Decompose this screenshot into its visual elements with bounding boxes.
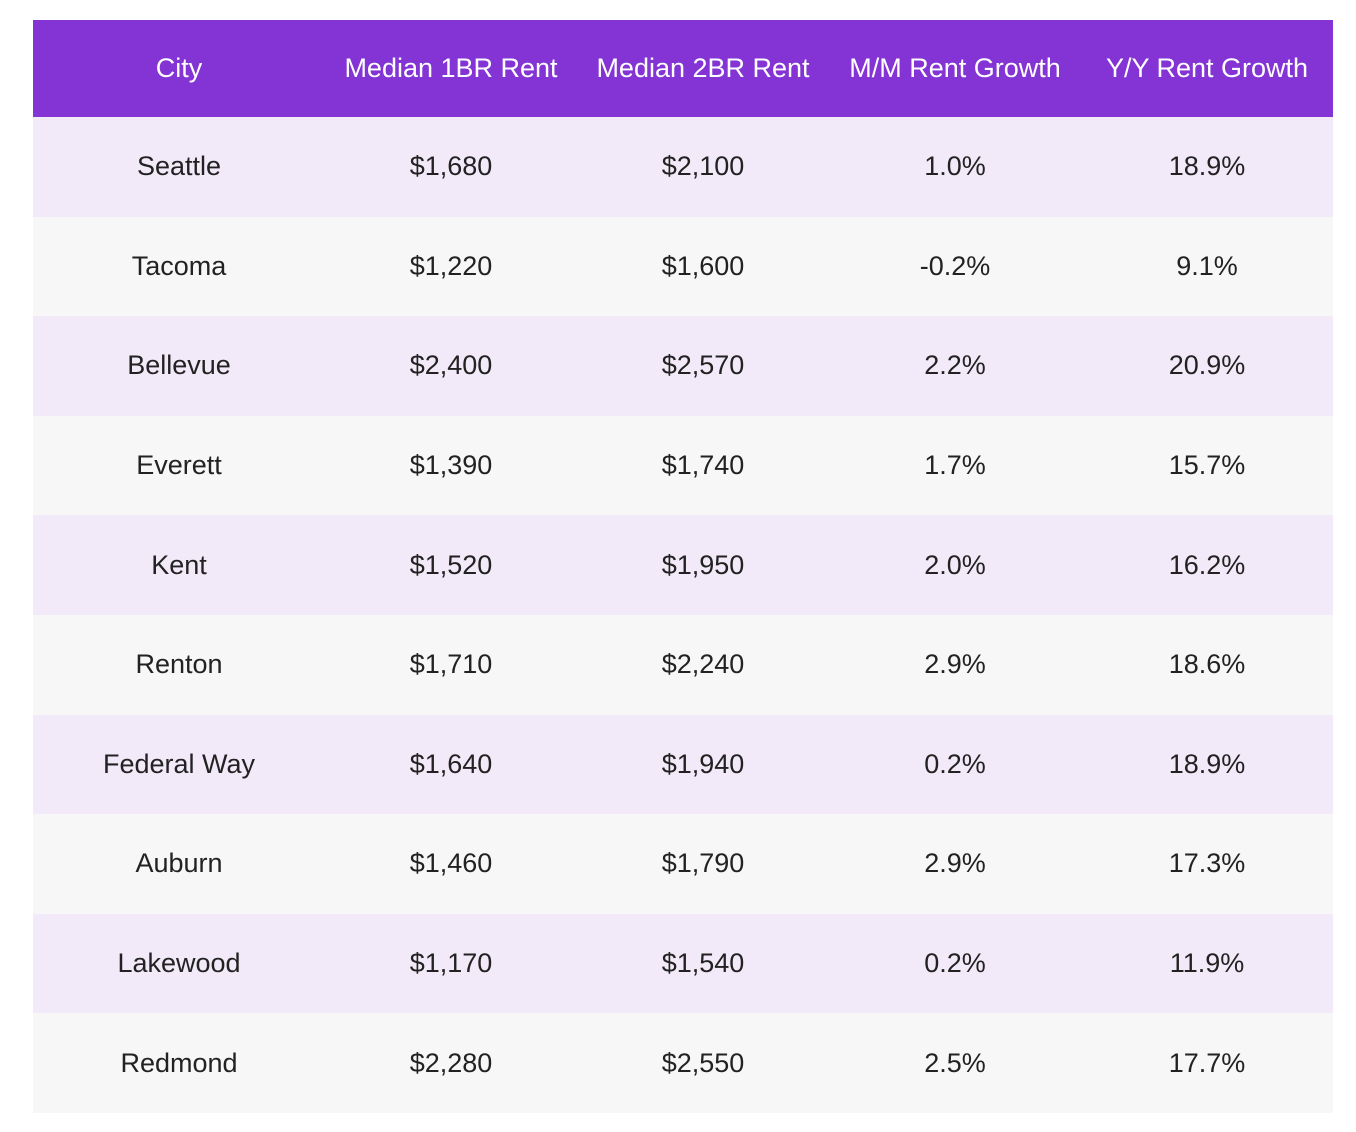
cell-1br-rent: $2,400 — [409, 350, 493, 381]
cell-city: Seattle — [136, 151, 222, 182]
cell-2br-rent: $2,100 — [661, 151, 745, 182]
cell-mm-growth: 2.9% — [924, 848, 986, 879]
cell-city: Kent — [151, 549, 207, 580]
cell-city: Redmond — [120, 1047, 238, 1078]
table-row: Auburn $1,460 $1,790 2.9% 17.3% — [33, 814, 1333, 914]
cell-1br-rent: $1,640 — [409, 748, 493, 779]
cell-yy-growth: 18.6% — [1168, 649, 1246, 680]
cell-yy-growth: 17.7% — [1168, 1047, 1246, 1078]
cell-1br-rent: $2,280 — [409, 1047, 493, 1078]
cell-yy-growth: 9.1% — [1176, 250, 1238, 281]
cell-city: Bellevue — [127, 350, 231, 381]
cell-mm-growth: 2.5% — [924, 1047, 986, 1078]
rent-table-container: City Median 1BR Rent Median 2BR Rent M/M… — [33, 20, 1333, 1113]
cell-city: Federal Way — [102, 748, 256, 779]
table-row: Everett $1,390 $1,740 1.7% 15.7% — [33, 415, 1333, 516]
cell-2br-rent: $2,570 — [661, 350, 745, 381]
cell-mm-growth: 2.9% — [924, 649, 986, 680]
cell-city: Renton — [135, 649, 223, 680]
cell-2br-rent: $2,550 — [661, 1047, 745, 1078]
cell-mm-growth: -0.2% — [919, 250, 991, 281]
cell-yy-growth: 15.7% — [1168, 450, 1246, 481]
cell-2br-rent: $1,740 — [661, 450, 745, 481]
table-row: Federal Way $1,640 $1,940 0.2% 18.9% — [33, 714, 1333, 815]
cell-1br-rent: $1,520 — [409, 549, 493, 580]
cell-1br-rent: $1,170 — [409, 948, 493, 979]
cell-1br-rent: $1,460 — [409, 848, 493, 879]
table-row: Redmond $2,280 $2,550 2.5% 17.7% — [33, 1013, 1333, 1113]
header-row: City Median 1BR Rent Median 2BR Rent M/M… — [33, 20, 1333, 117]
table-row: Lakewood $1,170 $1,540 0.2% 11.9% — [33, 913, 1333, 1014]
cell-2br-rent: $1,540 — [661, 948, 745, 979]
header-median-2br-rent: Median 2BR Rent — [596, 53, 810, 83]
cell-2br-rent: $1,940 — [661, 748, 745, 779]
cell-2br-rent: $1,950 — [661, 549, 745, 580]
cell-yy-growth: 18.9% — [1168, 151, 1246, 182]
header-city: City — [155, 53, 203, 83]
table-header: City Median 1BR Rent Median 2BR Rent M/M… — [33, 20, 1333, 117]
cell-mm-growth: 1.7% — [924, 450, 986, 481]
cell-1br-rent: $1,390 — [409, 450, 493, 481]
cell-1br-rent: $1,710 — [409, 649, 493, 680]
cell-yy-growth: 20.9% — [1168, 350, 1246, 381]
cell-city: Everett — [136, 450, 222, 481]
cell-1br-rent: $1,220 — [409, 250, 493, 281]
table-body: Seattle $1,680 $2,100 1.0% 18.9% Tacoma … — [33, 117, 1333, 1113]
table-row: Renton $1,710 $2,240 2.9% 18.6% — [33, 614, 1333, 715]
cell-2br-rent: $1,600 — [661, 250, 745, 281]
cell-mm-growth: 2.2% — [924, 350, 986, 381]
cell-mm-growth: 2.0% — [924, 549, 986, 580]
cell-yy-growth: 17.3% — [1168, 848, 1246, 879]
cell-yy-growth: 16.2% — [1168, 549, 1246, 580]
cell-city: Lakewood — [117, 948, 241, 979]
cell-mm-growth: 0.2% — [924, 748, 986, 779]
cell-mm-growth: 1.0% — [924, 151, 986, 182]
cell-1br-rent: $1,680 — [409, 151, 493, 182]
header-median-1br-rent: Median 1BR Rent — [344, 53, 558, 83]
cell-2br-rent: $2,240 — [661, 649, 745, 680]
rent-table: City Median 1BR Rent Median 2BR Rent M/M… — [33, 20, 1333, 1113]
cell-yy-growth: 18.9% — [1168, 748, 1246, 779]
cell-yy-growth: 11.9% — [1169, 948, 1245, 979]
table-row: Kent $1,520 $1,950 2.0% 16.2% — [33, 515, 1333, 615]
cell-2br-rent: $1,790 — [661, 848, 745, 879]
cell-city: Auburn — [135, 848, 223, 879]
table-row: Seattle $1,680 $2,100 1.0% 18.9% — [33, 117, 1333, 217]
cell-city: Tacoma — [131, 250, 227, 281]
table-row: Tacoma $1,220 $1,600 -0.2% 9.1% — [33, 216, 1333, 317]
cell-mm-growth: 0.2% — [924, 948, 986, 979]
header-mm-rent-growth: M/M Rent Growth — [849, 53, 1061, 83]
table-row: Bellevue $2,400 $2,570 2.2% 20.9% — [33, 316, 1333, 416]
header-yy-rent-growth: Y/Y Rent Growth — [1105, 53, 1309, 83]
